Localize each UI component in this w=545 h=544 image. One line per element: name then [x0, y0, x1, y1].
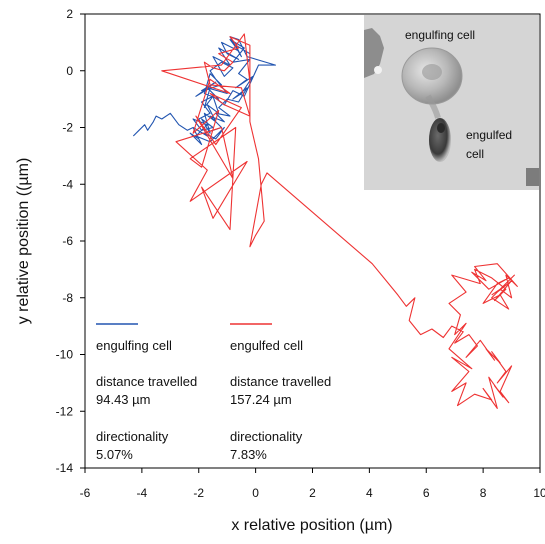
x-tick-label: 0 — [252, 486, 259, 500]
engulfed-directionality-label: directionality — [230, 429, 303, 444]
y-tick-label: 2 — [66, 7, 73, 21]
x-axis-title: x relative position (µm) — [231, 517, 392, 534]
engulfed-distance-value: 157.24 µm — [230, 392, 292, 407]
engulfing-distance-label: distance travelled — [96, 374, 197, 389]
legend: engulfing cell engulfed cell distance tr… — [96, 323, 331, 462]
x-tick-label: -4 — [137, 486, 148, 500]
y-axis-ticks: 2 0 -2 -4 -6 -8 -10 -12 -14 — [56, 7, 85, 475]
engulfing-directionality-value: 5.07% — [96, 447, 133, 462]
inset-label-engulfed-line1: engulfed — [466, 128, 512, 142]
legend-label-engulfing: engulfing cell — [96, 338, 172, 353]
engulfing-directionality-label: directionality — [96, 429, 169, 444]
x-tick-label: 8 — [480, 486, 487, 500]
engulfed-directionality-value: 7.83% — [230, 447, 267, 462]
engulfing-distance-value: 94.43 µm — [96, 392, 150, 407]
y-tick-label: -14 — [56, 461, 74, 475]
x-tick-label: -2 — [193, 486, 204, 500]
x-tick-label: 6 — [423, 486, 430, 500]
inset-micrograph: engulfing cell engulfed cell — [364, 15, 539, 190]
x-tick-label: 4 — [366, 486, 373, 500]
inset-engulfed-cell — [429, 118, 451, 162]
y-tick-label: -6 — [62, 234, 73, 248]
x-axis-ticks: -6 -4 -2 0 2 4 6 8 10 — [80, 468, 545, 500]
x-tick-label: -6 — [80, 486, 91, 500]
y-tick-label: 0 — [66, 64, 73, 78]
y-tick-label: -8 — [62, 291, 73, 305]
series-layer — [132, 33, 518, 409]
x-tick-label: 10 — [533, 486, 545, 500]
y-axis-title: y relative position ((µm) — [15, 158, 32, 325]
inset-debris-left — [364, 28, 384, 78]
y-tick-label: -10 — [56, 348, 74, 362]
x-tick-label: 2 — [309, 486, 316, 500]
inset-label-engulfed-line2: cell — [466, 147, 484, 161]
y-tick-label: -2 — [62, 121, 73, 135]
y-tick-label: -4 — [62, 177, 73, 191]
legend-label-engulfed: engulfed cell — [230, 338, 303, 353]
y-tick-label: -12 — [56, 404, 74, 418]
engulfed-distance-label: distance travelled — [230, 374, 331, 389]
inset-label-engulfing: engulfing cell — [405, 28, 475, 42]
engulfed-cell-trajectory — [161, 33, 518, 409]
